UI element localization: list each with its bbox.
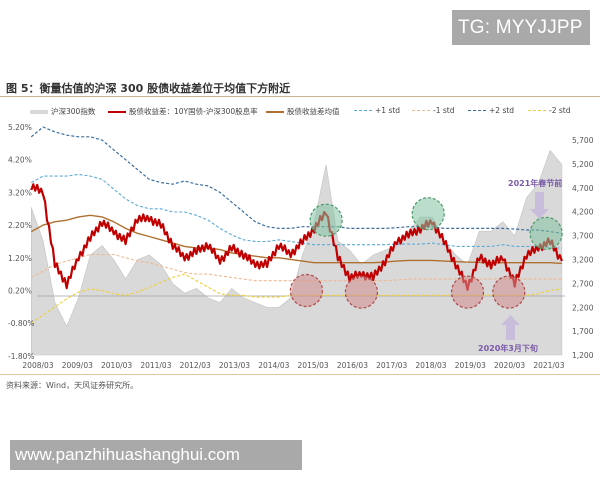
y-right-tick: 4,200: [572, 208, 594, 217]
annotation-2020-march: 2020年3月下旬: [478, 343, 538, 353]
legend-label: +1 std: [375, 106, 401, 115]
arrow-down-icon: [530, 209, 549, 219]
legend-label: 沪深300指数: [51, 107, 96, 116]
y-left-tick: 0.20%: [8, 287, 32, 296]
y-right-tick: 3,700: [572, 232, 594, 241]
legend-swatch: [528, 110, 546, 111]
x-axis: 2008/03 2009/03 2010/03 2011/03 2012/03 2013/…: [22, 361, 564, 370]
legend-label: +2 std: [489, 106, 515, 115]
y-left-tick: 1.20%: [8, 254, 32, 263]
y-left-tick: 4.20%: [8, 156, 32, 165]
y-right-tick: 3,200: [572, 256, 594, 265]
undervalued-circle: [450, 275, 485, 309]
y-left-tick: -1.80%: [8, 352, 35, 361]
legend-item-minus1std: -1 std: [412, 106, 454, 115]
y-axis-left: 5.20% 4.20% 3.20% 2.20% 1.20% 0.20% -0.80% -1.8…: [8, 123, 35, 361]
y-left-tick: 5.20%: [8, 123, 32, 132]
chart-plot: 2021年春节前 2020年3月下旬 5.20% 4.20% 3.20% 2.20% 1…: [8, 123, 594, 370]
overvalued-circle: [411, 197, 445, 231]
x-tick: 2009/03: [62, 361, 93, 370]
legend-label: -1 std: [433, 106, 455, 115]
legend-label: 股债收益差：10Y国债-沪深300股息率: [129, 107, 258, 116]
arrow-up-icon: [506, 325, 515, 340]
legend-swatch: [354, 110, 372, 111]
title-divider: [0, 96, 600, 97]
footer-divider: [0, 374, 600, 375]
y-right-tick: 1,700: [572, 327, 594, 336]
chart-legend: 沪深300指数 股债收益差：10Y国债-沪深300股息率 股债收益差均值 +1 …: [0, 106, 600, 120]
plus-1std-line: [31, 173, 562, 249]
legend-swatch: [266, 110, 284, 113]
mean-line: [30, 214, 562, 265]
y-right-tick: 1,200: [572, 351, 594, 360]
undervalued-circle: [344, 275, 378, 309]
legend-item-minus2std: -2 std: [528, 106, 570, 115]
source-note: 资料来源：Wind，天风证券研究所。: [6, 381, 139, 390]
overvalued-circle: [529, 216, 563, 250]
x-tick: 2008/03: [22, 361, 53, 370]
x-tick: 2016/03: [337, 361, 368, 370]
y-right-tick: 4,700: [572, 184, 594, 193]
y-left-tick: 3.20%: [8, 188, 32, 197]
legend-swatch: [412, 110, 430, 111]
legend-swatch: [468, 110, 486, 111]
annotation-2021-spring: 2021年春节前: [508, 178, 562, 188]
x-tick: 2010/03: [101, 361, 132, 370]
y-axis-right: 5,700 5,200 4,700 4,200 3,700 3,200 2,700 2,200…: [572, 136, 594, 360]
y-right-tick: 5,200: [572, 160, 594, 169]
undervalued-circle: [289, 273, 323, 308]
x-tick: 2013/03: [219, 361, 250, 370]
annotation-arrows: [501, 192, 549, 340]
plus-2std-line: [30, 126, 562, 234]
legend-item-plus1std: +1 std: [354, 106, 400, 115]
overvalued-circle: [309, 203, 343, 237]
x-tick: 2020/03: [494, 361, 525, 370]
y-right-tick: 2,200: [572, 303, 594, 312]
legend-item-csi300: 沪深300指数: [30, 106, 95, 117]
x-tick: 2011/03: [140, 361, 171, 370]
x-tick: 2018/03: [415, 361, 446, 370]
csi300-area: [31, 149, 563, 356]
y-right-tick: 2,700: [572, 279, 594, 288]
arrow-down-icon: [535, 192, 544, 209]
figure-title: 图 5：衡量估值的沪深 300 股债收益差位于均值下方附近: [6, 82, 291, 95]
y-right-tick: 5,700: [572, 136, 594, 145]
legend-label: -2 std: [549, 106, 571, 115]
x-tick: 2019/03: [455, 361, 486, 370]
x-tick: 2014/03: [258, 361, 289, 370]
x-tick: 2015/03: [298, 361, 329, 370]
csi300-area-path: [31, 149, 563, 356]
legend-swatch: [30, 109, 48, 114]
watermark-top-badge: TG: MYYJJPP: [452, 10, 590, 45]
legend-item-plus2std: +2 std: [468, 106, 514, 115]
legend-label: 股债收益差均值: [287, 107, 340, 116]
legend-swatch: [108, 110, 126, 113]
watermark-bottom-badge: www.panzhihuashanghui.com: [10, 440, 302, 470]
x-tick: 2017/03: [376, 361, 407, 370]
y-left-tick: -0.80%: [8, 319, 35, 328]
highlight-circles: [289, 197, 563, 309]
x-tick: 2021/03: [533, 361, 564, 370]
legend-item-mean: 股债收益差均值: [266, 106, 340, 117]
undervalued-circle: [492, 275, 526, 309]
legend-item-spread: 股债收益差：10Y国债-沪深300股息率: [108, 106, 258, 117]
spread-line: [30, 183, 563, 291]
arrow-up-icon: [501, 315, 520, 325]
y-left-tick: 2.20%: [8, 221, 32, 230]
x-tick: 2012/03: [180, 361, 211, 370]
